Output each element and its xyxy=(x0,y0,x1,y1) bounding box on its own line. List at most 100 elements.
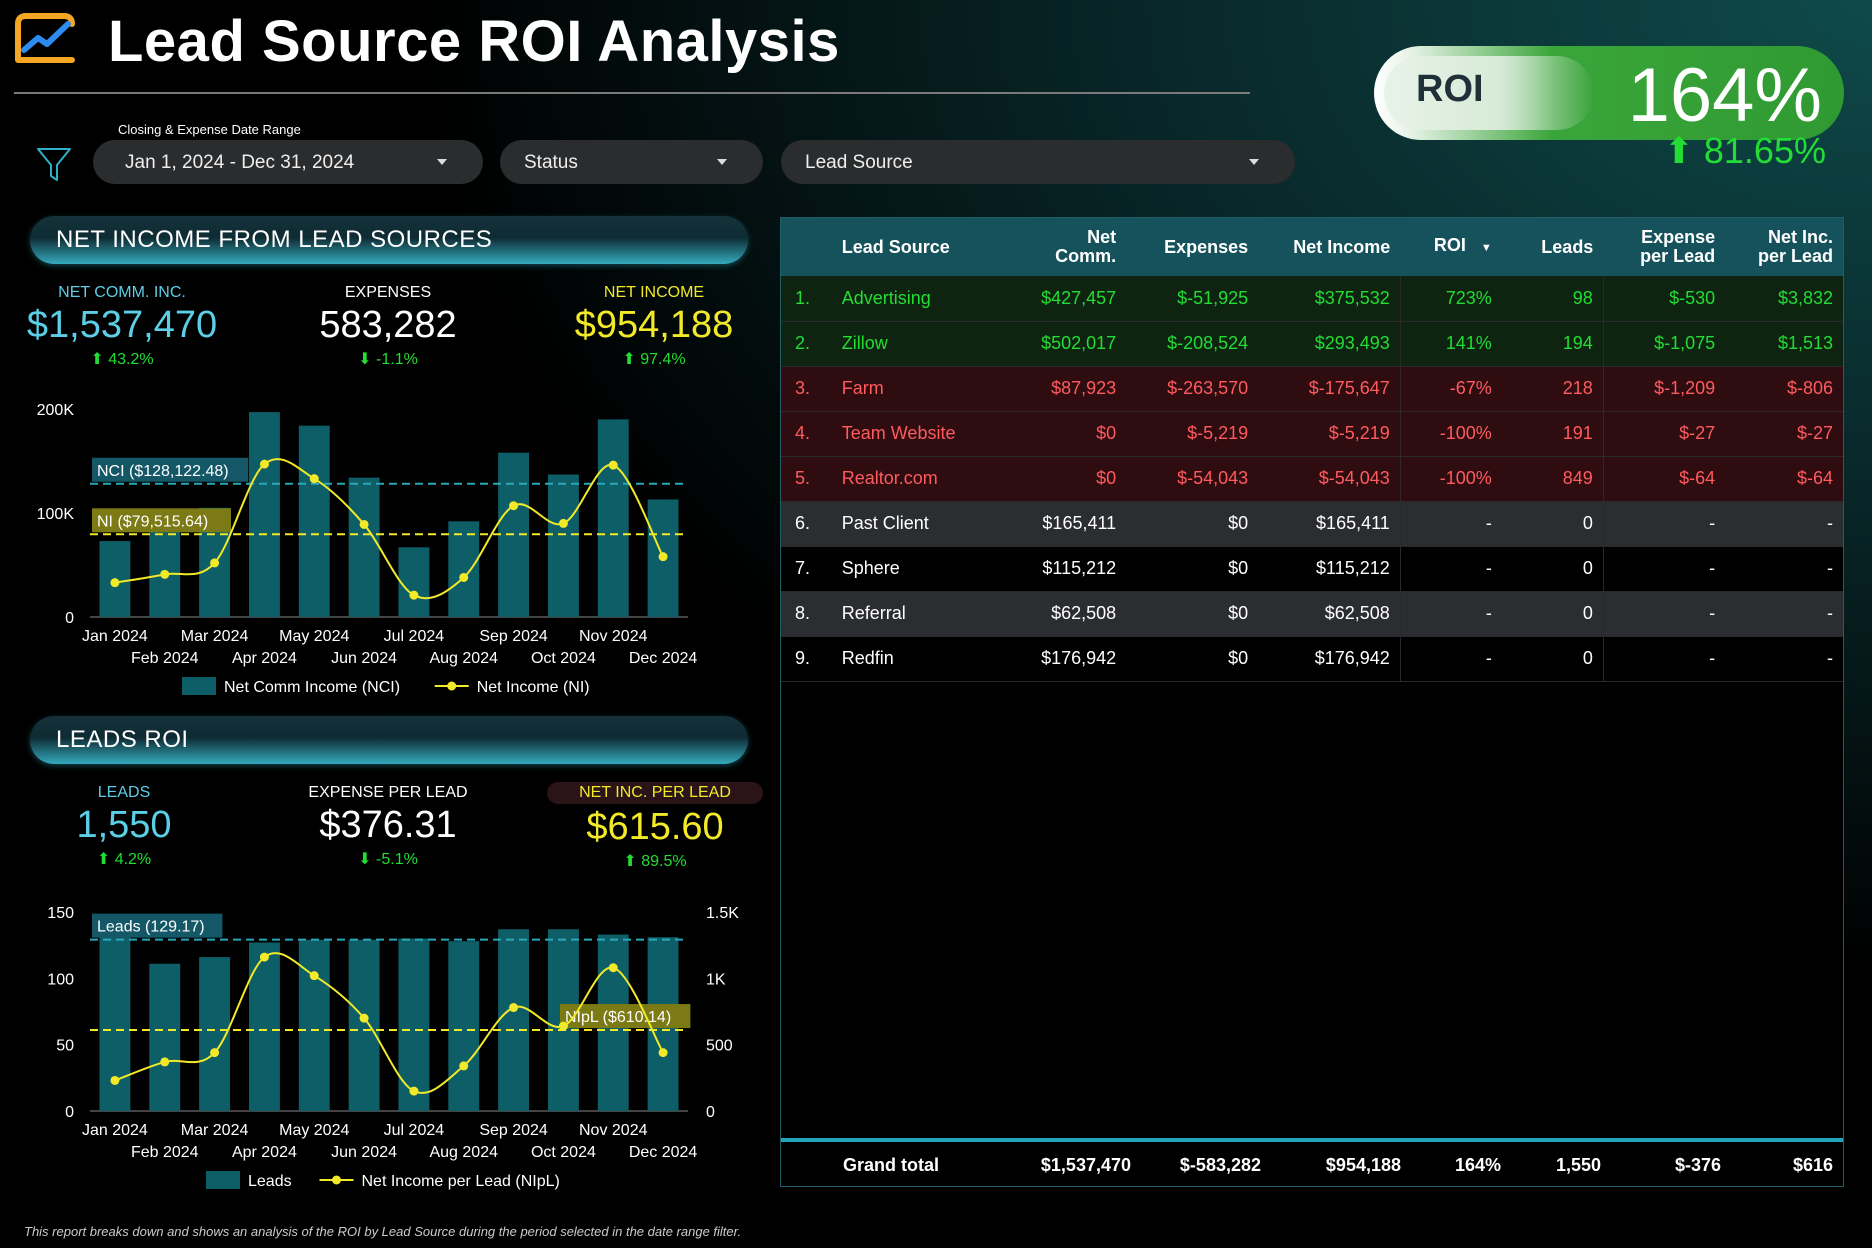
cell-net-income: $165,411 xyxy=(1258,501,1401,547)
x-axis-tick-label: Jun 2024 xyxy=(331,650,397,667)
lead-source-dropdown[interactable]: Lead Source xyxy=(781,140,1295,184)
leads-roi-section-title: LEADS ROI xyxy=(56,726,189,753)
bar xyxy=(398,938,430,1111)
line-point xyxy=(658,1048,668,1058)
table-row[interactable]: 2. Zillow $502,017 $-208,524 $293,493 141% 194… xyxy=(781,321,1843,367)
bar xyxy=(149,521,181,617)
y-axis-tick-label: 100K xyxy=(37,506,75,523)
cell-net-comm: $115,212 xyxy=(1014,546,1127,592)
table-row[interactable]: 9. Redfin $176,942 $0 $176,942-0- - xyxy=(781,636,1843,682)
table-row[interactable]: 1. Advertising $427,457 $-51,925 $375,532 723… xyxy=(781,276,1843,322)
date-range-value: Jan 1, 2024 - Dec 31, 2024 xyxy=(125,152,355,173)
row-index: 9. xyxy=(781,636,832,682)
table-row[interactable]: 6. Past Client $165,411 $0 $165,411-0- - xyxy=(781,501,1843,547)
table-row[interactable]: 7. Sphere $115,212 $0 $115,212-0- - xyxy=(781,546,1843,592)
cell-net-comm: $502,017 xyxy=(1014,321,1127,367)
line-point xyxy=(459,1061,469,1071)
cell-lead-source: Past Client xyxy=(831,501,1015,547)
grand-total-net-inc-per-lead: $616 xyxy=(1792,1155,1833,1175)
kpi-delta-value: -5.1% xyxy=(376,851,418,868)
date-range-dropdown[interactable]: Jan 1, 2024 - Dec 31, 2024 xyxy=(93,140,483,184)
status-dropdown[interactable]: Status xyxy=(500,140,763,184)
cell-net-comm: $0 xyxy=(1014,456,1127,502)
cell-leads: 194 xyxy=(1501,321,1604,367)
kpi-label: EXPENSES xyxy=(344,284,432,301)
cell-roi: -100% xyxy=(1400,456,1502,502)
kpi-delta-value: 43.2% xyxy=(108,351,154,368)
line-point xyxy=(210,1048,220,1058)
x-axis-tick-label: Apr 2024 xyxy=(232,1144,297,1161)
date-range-label: Closing & Expense Date Range xyxy=(118,122,301,137)
grand-total-net-income: $954,188 xyxy=(1325,1155,1401,1175)
legend-swatch-point xyxy=(332,1175,341,1185)
cell-net-inc-per-lead: $-806 xyxy=(1725,366,1843,412)
legend-swatch-bar xyxy=(206,1171,240,1189)
cell-leads: 849 xyxy=(1501,456,1604,502)
bar xyxy=(597,419,629,617)
column-header-net-inc-per-lead[interactable]: Net Inc. per Lead xyxy=(1725,218,1843,276)
line-point xyxy=(259,952,269,962)
grand-total-label: Grand total xyxy=(843,1155,940,1175)
x-axis-tick-label: Mar 2024 xyxy=(181,628,249,645)
cell-net-comm: $427,457 xyxy=(1014,276,1127,322)
table-header-row: Lead Source Net Comm. Expenses Net Incom… xyxy=(781,218,1843,276)
x-axis-tick-label: Aug 2024 xyxy=(429,1144,498,1161)
bar xyxy=(348,939,380,1111)
cell-net-inc-per-lead: $3,832 xyxy=(1725,276,1843,322)
cell-expense-per-lead: - xyxy=(1603,636,1726,682)
table-row[interactable]: 4. Team Website $0 $-5,219 $-5,219 -100% 191 $-… xyxy=(781,411,1843,457)
y-axis-tick-label: 50 xyxy=(56,1038,74,1055)
cell-roi: - xyxy=(1400,591,1502,637)
line-point xyxy=(409,1086,419,1096)
x-axis-tick-label: Jan 2024 xyxy=(82,628,148,645)
column-header-expenses[interactable]: Expenses xyxy=(1126,218,1259,276)
cell-net-inc-per-lead: - xyxy=(1725,501,1843,547)
lead-source-table: Lead Source Net Comm. Expenses Net Incom… xyxy=(780,217,1844,1187)
column-header-lead-source[interactable]: Lead Source xyxy=(831,218,1015,276)
line-point xyxy=(309,971,319,981)
table-row[interactable]: 5. Realtor.com $0 $-54,043 $-54,043 -100% 849 $… xyxy=(781,456,1843,502)
column-header-roi[interactable]: ROI ▼ xyxy=(1400,218,1502,276)
line-point xyxy=(558,518,568,528)
line-point xyxy=(309,474,319,484)
cell-lead-source: Zillow xyxy=(831,321,1015,367)
bar xyxy=(498,929,530,1111)
cell-leads: 0 xyxy=(1501,591,1604,637)
cell-leads: 0 xyxy=(1501,501,1604,547)
bar xyxy=(298,939,330,1111)
column-header-leads[interactable]: Leads xyxy=(1501,218,1604,276)
kpi-delta: ⬇ -5.1% xyxy=(358,851,418,868)
row-index: 1. xyxy=(781,276,832,322)
x-axis-tick-label: Oct 2024 xyxy=(531,650,596,667)
cell-leads: 218 xyxy=(1501,366,1604,412)
line-point xyxy=(359,1013,369,1023)
kpi-label: NET INCOME xyxy=(603,284,705,301)
reference-line-label: NCI ($128,122.48) xyxy=(97,463,229,480)
roi-scorecard: ROI 164% xyxy=(1374,46,1844,140)
cell-lead-source: Sphere xyxy=(831,546,1015,592)
kpi-net-comm-income: NET COMM. INC. $1,537,470 ⬆ 43.2% xyxy=(22,284,222,369)
column-header-expense-per-lead[interactable]: Expense per Lead xyxy=(1603,218,1726,276)
line-point xyxy=(110,578,120,588)
kpi-label: EXPENSE PER LEAD xyxy=(308,784,468,801)
kpi-delta-value: 89.5% xyxy=(641,853,687,870)
kpi-expenses: EXPENSES 583,282 ⬇ -1.1% xyxy=(288,284,488,369)
roi-value: 164% xyxy=(1627,53,1822,138)
y-axis-tick-label: 100 xyxy=(47,971,74,988)
table-row[interactable]: 8. Referral $62,508 $0 $62,508-0- - xyxy=(781,591,1843,637)
column-header-net-comm[interactable]: Net Comm. xyxy=(1014,218,1127,276)
roi-label: ROI xyxy=(1416,68,1484,110)
row-index: 4. xyxy=(781,411,832,457)
cell-lead-source: Referral xyxy=(831,591,1015,637)
y-axis-tick-label: 0 xyxy=(65,610,74,627)
kpi-label: NET INC. PER LEAD xyxy=(547,782,763,804)
row-index: 8. xyxy=(781,591,832,637)
lead-source-dropdown-label: Lead Source xyxy=(805,152,913,173)
cell-roi: - xyxy=(1400,501,1502,547)
y-axis-tick-label: 0 xyxy=(65,1104,74,1121)
kpi-delta: ⬆ 4.2% xyxy=(96,851,152,868)
arrow-up-icon: ⬆ xyxy=(1663,130,1694,171)
column-header-net-income[interactable]: Net Income xyxy=(1258,218,1401,276)
table-row[interactable]: 3. Farm $87,923 $-263,570 $-175,647 -67% 218 $-… xyxy=(781,366,1843,412)
cell-roi: - xyxy=(1400,636,1502,682)
